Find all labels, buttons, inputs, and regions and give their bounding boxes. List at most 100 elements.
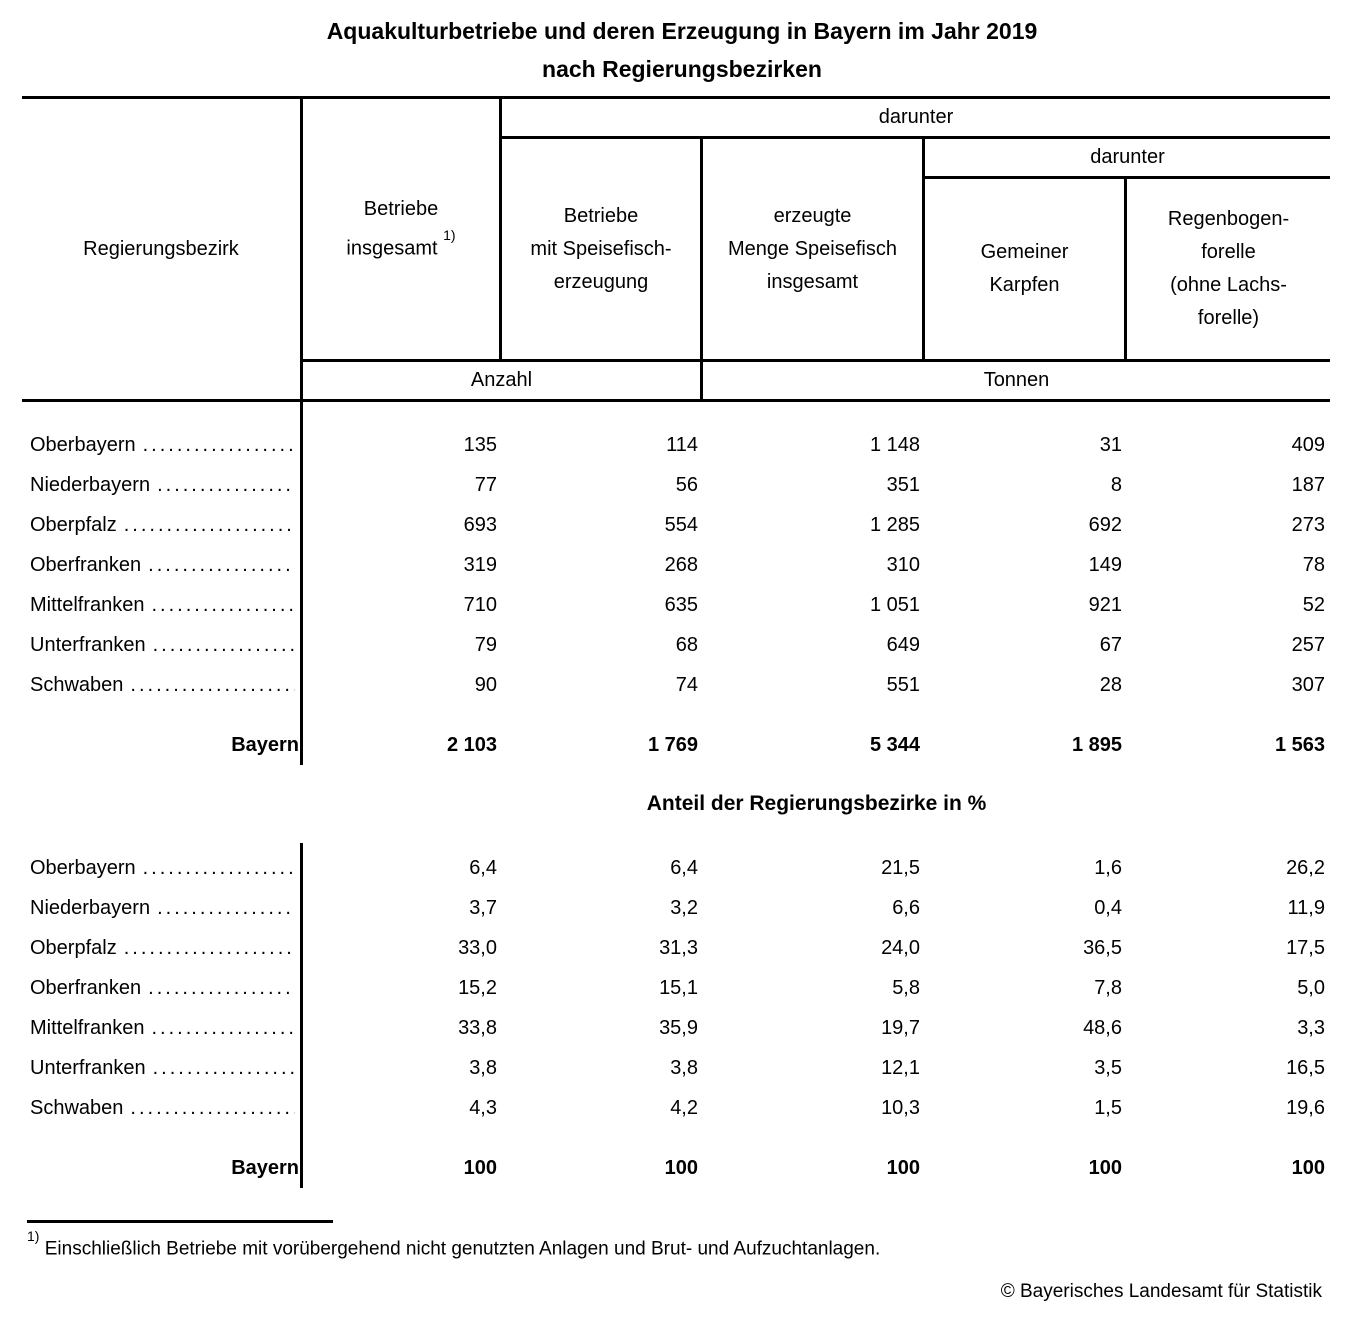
row-label-cell: Oberpfalz...............................… xyxy=(22,937,303,960)
row-label-cell: Schwaben................................… xyxy=(22,674,303,697)
value-menge-speisefisch: 1 051 xyxy=(869,593,920,616)
header-darunter-1: darunter xyxy=(502,99,1330,139)
table-row: Oberfranken.............................… xyxy=(22,545,1330,585)
value-menge-speisefisch: 649 xyxy=(886,633,920,656)
row-label-cell: Mittelfranken...........................… xyxy=(22,1017,303,1040)
pct-menge-speisefisch: 12,1 xyxy=(881,1056,920,1079)
table-row: Oberbayern..............................… xyxy=(22,425,1330,465)
table-header: Regierungsbezirk Betriebe insgesamt 1) d… xyxy=(22,96,1330,402)
value-gemeiner-karpfen: 67 xyxy=(1099,633,1122,656)
leader-dots-text: ........................................… xyxy=(142,433,295,456)
row-label-cell: Oberpfalz...............................… xyxy=(22,514,303,537)
table-row: Niederbayern............................… xyxy=(22,888,1330,928)
value-betriebe-speisefisch: 68 xyxy=(675,633,698,656)
row-label: Oberfranken xyxy=(30,976,142,999)
table-row: Mittelfranken...........................… xyxy=(22,585,1330,625)
table-row: Oberfranken.............................… xyxy=(22,968,1330,1008)
leader-dots-text: ........................................… xyxy=(123,936,295,959)
row-label: Schwaben xyxy=(30,673,124,696)
pct-total-gemeiner-karpfen: 100 xyxy=(1088,1156,1122,1179)
header-gemeiner-karpfen: Gemeiner Karpfen xyxy=(925,179,1127,359)
leader-dots-text: ........................................… xyxy=(151,593,296,616)
vertical-rule xyxy=(300,843,303,1188)
dotted-leader: ........................................… xyxy=(148,977,295,1000)
pct-regenbogenforelle: 26,2 xyxy=(1286,856,1325,879)
row-label: Mittelfranken xyxy=(30,593,145,616)
pct-regenbogenforelle: 3,3 xyxy=(1297,1016,1325,1039)
value-regenbogenforelle: 409 xyxy=(1291,433,1325,456)
value-menge-speisefisch: 351 xyxy=(886,473,920,496)
pct-betriebe-insgesamt: 4,3 xyxy=(469,1096,497,1119)
dotted-leader: ........................................… xyxy=(157,474,295,497)
row-label: Schwaben xyxy=(30,1096,124,1119)
dotted-leader: ........................................… xyxy=(148,554,295,577)
row-label: Oberbayern xyxy=(30,433,136,456)
row-label: Niederbayern xyxy=(30,473,151,496)
row-label-cell: Mittelfranken...........................… xyxy=(22,594,303,617)
pct-regenbogenforelle: 17,5 xyxy=(1286,936,1325,959)
total-regenbogenforelle: 1 563 xyxy=(1274,733,1325,756)
pct-menge-speisefisch: 6,6 xyxy=(892,896,920,919)
leader-dots-text: ........................................… xyxy=(152,1056,295,1079)
table-row: Unterfranken............................… xyxy=(22,1048,1330,1088)
value-regenbogenforelle: 52 xyxy=(1302,593,1325,616)
row-label-cell: Oberfranken.............................… xyxy=(22,554,303,577)
value-regenbogenforelle: 78 xyxy=(1302,553,1325,576)
footnote-ref: 1) xyxy=(27,1228,40,1244)
pct-total-betriebe-insgesamt: 100 xyxy=(463,1156,497,1179)
row-label-cell: Oberfranken.............................… xyxy=(22,977,303,1000)
total-betriebe-insgesamt: 2 103 xyxy=(446,733,497,756)
table-row: Oberpfalz...............................… xyxy=(22,505,1330,545)
leader-dots-text: ........................................… xyxy=(130,673,295,696)
section-percent: Oberbayern..............................… xyxy=(22,843,1330,1188)
value-betriebe-speisefisch: 56 xyxy=(675,473,698,496)
row-label: Unterfranken xyxy=(30,633,146,656)
pct-total-regenbogenforelle: 100 xyxy=(1291,1156,1325,1179)
leader-dots-text: ........................................… xyxy=(157,473,295,496)
title-line-1: Aquakulturbetriebe und deren Erzeugung i… xyxy=(326,18,1038,44)
row-label: Oberpfalz xyxy=(30,936,117,959)
unit-tonnen: Tonnen xyxy=(703,359,1330,399)
pct-regenbogenforelle: 19,6 xyxy=(1286,1096,1325,1119)
table-row: Mittelfranken...........................… xyxy=(22,1008,1330,1048)
value-betriebe-insgesamt: 319 xyxy=(463,553,497,576)
table-row: Oberpfalz...............................… xyxy=(22,928,1330,968)
dotted-leader: ........................................… xyxy=(152,1017,296,1040)
pct-regenbogenforelle: 16,5 xyxy=(1286,1056,1325,1079)
vertical-rule xyxy=(300,402,303,765)
pct-betriebe-speisefisch: 15,1 xyxy=(659,976,698,999)
row-label: Oberfranken xyxy=(30,553,142,576)
pct-gemeiner-karpfen: 48,6 xyxy=(1083,1016,1122,1039)
dotted-leader: ........................................… xyxy=(153,634,295,657)
row-label-cell: Oberbayern..............................… xyxy=(22,434,303,457)
pct-betriebe-insgesamt: 33,0 xyxy=(458,936,497,959)
value-gemeiner-karpfen: 149 xyxy=(1088,553,1122,576)
value-betriebe-insgesamt: 77 xyxy=(474,473,497,496)
page-title: Aquakulturbetriebe und deren Erzeugung i… xyxy=(0,12,1364,88)
table-row: Unterfranken............................… xyxy=(22,625,1330,665)
pct-menge-speisefisch: 5,8 xyxy=(892,976,920,999)
value-betriebe-speisefisch: 635 xyxy=(664,593,698,616)
footnote-rule xyxy=(27,1220,333,1223)
row-label: Oberbayern xyxy=(30,856,136,879)
pct-regenbogenforelle: 5,0 xyxy=(1297,976,1325,999)
pct-gemeiner-karpfen: 36,5 xyxy=(1083,936,1122,959)
value-regenbogenforelle: 187 xyxy=(1291,473,1325,496)
value-betriebe-speisefisch: 554 xyxy=(664,513,698,536)
unit-anzahl: Anzahl xyxy=(303,359,703,399)
value-regenbogenforelle: 257 xyxy=(1291,633,1325,656)
total-row-bayern: Bayern 100 100 100 100 100 xyxy=(22,1148,1330,1188)
total-row-bayern: Bayern 2 103 1 769 5 344 1 895 1 563 xyxy=(22,725,1330,765)
value-betriebe-insgesamt: 710 xyxy=(463,593,497,616)
pct-betriebe-speisefisch: 3,2 xyxy=(670,896,698,919)
pct-betriebe-speisefisch: 6,4 xyxy=(670,856,698,879)
row-label: Oberpfalz xyxy=(30,513,117,536)
value-betriebe-insgesamt: 693 xyxy=(463,513,497,536)
pct-gemeiner-karpfen: 0,4 xyxy=(1094,896,1122,919)
row-label: Unterfranken xyxy=(30,1056,146,1079)
value-gemeiner-karpfen: 692 xyxy=(1088,513,1122,536)
pct-betriebe-insgesamt: 6,4 xyxy=(469,856,497,879)
dotted-leader: ........................................… xyxy=(130,1097,295,1120)
footnote-text: Einschließlich Betriebe mit vorübergehen… xyxy=(44,1238,881,1260)
